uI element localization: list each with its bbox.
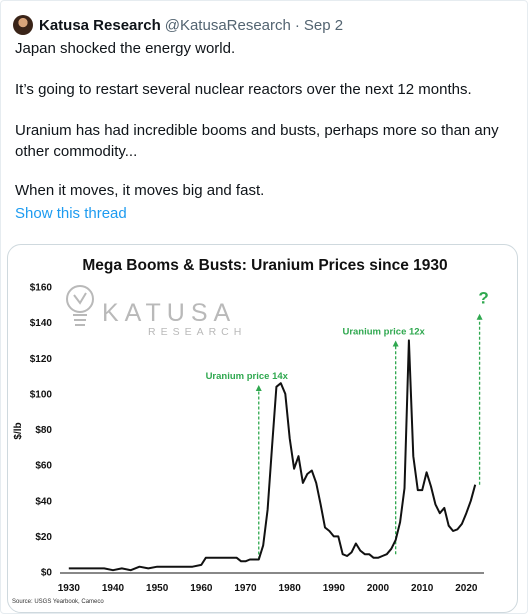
y-tick-label: $160	[30, 283, 53, 294]
annotation-arrowhead	[476, 313, 483, 320]
x-tick-label: 1950	[146, 583, 169, 594]
author-name[interactable]: Katusa Research	[39, 16, 161, 34]
katusa-logo: KATUSA RESEARCH	[66, 285, 246, 338]
logo-subtitle: RESEARCH	[148, 326, 246, 338]
tweet-text-line: It’s going to restart several nuclear re…	[15, 81, 472, 98]
logo-wordmark: KATUSA	[102, 299, 236, 327]
y-axis-ticks: $0 $20 $40 $60 $80 $100 $120 $140 $160	[30, 283, 53, 579]
tweet-header: Katusa Research @KatusaResearch · Sep 2	[13, 14, 343, 36]
y-tick-label: $20	[35, 532, 52, 543]
tweet-text-line: Japan shocked the energy world.	[15, 40, 236, 57]
y-tick-label: $40	[35, 496, 52, 507]
tweet-date[interactable]: Sep 2	[303, 16, 344, 34]
tweet-media-image[interactable]: Mega Booms & Busts: Uranium Prices since…	[7, 244, 518, 613]
uranium-price-chart: Mega Booms & Busts: Uranium Prices since…	[12, 257, 489, 605]
y-tick-label: $100	[30, 389, 53, 400]
y-tick-label: $80	[35, 425, 52, 436]
y-tick-label: $120	[30, 354, 53, 365]
tweet-text-line: other commodity...	[15, 143, 138, 160]
y-tick-label: $0	[41, 568, 53, 579]
x-tick-label: 1930	[58, 583, 81, 594]
x-axis-ticks: 1930 1940 1950 1960 1970 1980 1990 2000 2010 2020	[58, 583, 478, 594]
x-tick-label: 1940	[102, 583, 125, 594]
x-tick-label: 2010	[411, 583, 434, 594]
separator-dot: ·	[294, 16, 300, 34]
lightbulb-icon	[66, 285, 94, 326]
chart-title: Mega Booms & Busts: Uranium Prices since…	[82, 257, 447, 274]
annotation-question-mark: ?	[478, 289, 488, 308]
y-axis-label: $/lb	[13, 422, 24, 439]
x-tick-label: 1980	[279, 583, 302, 594]
tweet-text-line: When it moves, it moves big and fast.	[15, 182, 265, 199]
annotation-label: Uranium price 12x	[342, 326, 425, 337]
author-handle[interactable]: @KatusaResearch	[164, 16, 291, 34]
x-tick-label: 1970	[234, 583, 257, 594]
tweet-text-line: Uranium has had incredible booms and bus…	[15, 122, 499, 139]
chart-source: Source: USGS Yearbook, Cameco	[12, 599, 104, 605]
annotations: Uranium price 14x Uranium price 12x?	[206, 289, 489, 560]
show-thread-link[interactable]: Show this thread	[15, 205, 127, 222]
annotation-arrowhead	[392, 340, 399, 347]
annotation-arrowhead	[255, 384, 262, 391]
uranium-price-line	[68, 339, 477, 572]
x-tick-label: 1990	[323, 583, 346, 594]
x-tick-label: 2020	[455, 583, 478, 594]
annotation-label: Uranium price 14x	[206, 371, 289, 382]
x-tick-label: 2000	[367, 583, 390, 594]
x-tick-label: 1960	[190, 583, 213, 594]
author-avatar[interactable]	[13, 15, 33, 35]
y-tick-label: $140	[30, 318, 53, 329]
y-tick-label: $60	[35, 461, 52, 472]
